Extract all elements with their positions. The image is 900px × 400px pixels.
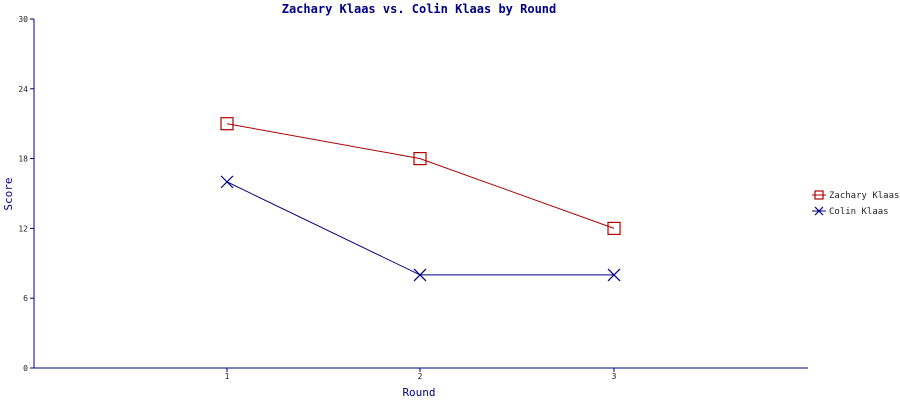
legend: Zachary Klaas Colin Klaas <box>812 190 899 217</box>
y-tick-label: 18 <box>18 155 28 164</box>
y-axis-label: Score <box>2 177 15 210</box>
data-point <box>413 268 427 282</box>
series-layer <box>220 117 621 282</box>
x-tick-label: 2 <box>418 372 423 381</box>
data-point <box>607 221 621 235</box>
chart-title: Zachary Klaas vs. Colin Klaas by Round <box>282 2 557 16</box>
y-tick-label: 0 <box>23 364 28 373</box>
y-tick-label: 12 <box>18 224 28 233</box>
x-tick-label: 3 <box>612 372 617 381</box>
y-tick-label: 24 <box>18 85 28 94</box>
data-point <box>413 152 427 166</box>
legend-item: Colin Klaas <box>812 206 889 217</box>
series-zachary-klaas <box>220 117 621 235</box>
data-point <box>220 175 234 189</box>
y-tick-label: 30 <box>18 15 28 24</box>
axes <box>30 18 808 372</box>
series-line <box>226 181 614 276</box>
legend-item: Zachary Klaas <box>812 190 899 201</box>
legend-marker <box>814 206 824 216</box>
y-tick-label: 6 <box>23 294 28 303</box>
legend-label: Zachary Klaas <box>829 191 899 201</box>
series-colin-klaas <box>220 175 621 282</box>
data-point <box>220 117 234 131</box>
legend-marker <box>814 190 824 200</box>
series-line <box>226 123 615 229</box>
data-point <box>607 268 621 282</box>
x-tick-label: 1 <box>225 372 230 381</box>
legend-label: Colin Klaas <box>829 207 889 217</box>
x-axis-label: Round <box>402 386 435 399</box>
